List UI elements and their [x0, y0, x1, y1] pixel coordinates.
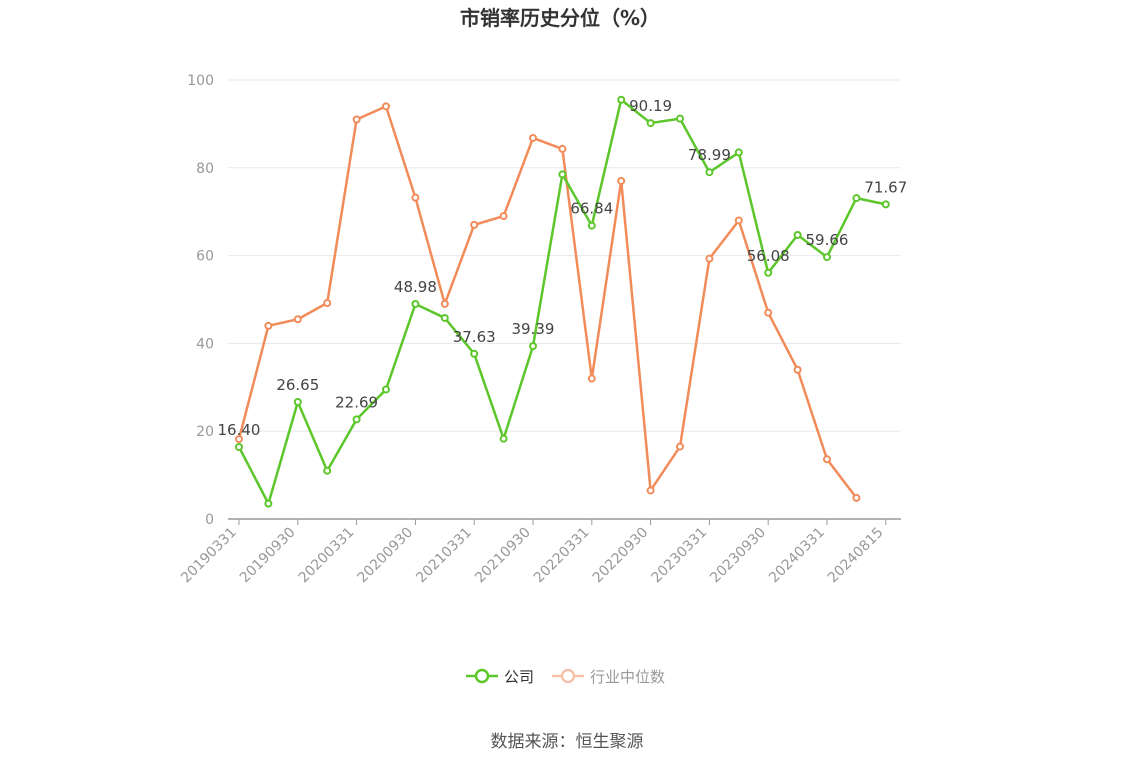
data-point	[852, 493, 861, 502]
x-axis: 2019033120190930202003312020093020210331…	[178, 518, 901, 587]
y-tick-label: 100	[187, 73, 214, 89]
data-point	[499, 212, 508, 221]
y-tick-label: 0	[205, 512, 214, 528]
x-tick-label: 20210930	[472, 525, 534, 587]
data-point	[793, 230, 802, 239]
data-point	[823, 455, 831, 464]
data-label: 16.40	[218, 421, 261, 439]
data-point	[764, 268, 773, 277]
y-axis-ticks: 0 20 40 60 80 100	[187, 73, 214, 528]
data-point	[881, 200, 890, 209]
series-layer	[235, 95, 890, 508]
data-point	[235, 435, 243, 444]
data-point	[852, 194, 861, 203]
data-point	[529, 342, 537, 351]
data-point	[676, 114, 684, 123]
x-tick-label: 20240815	[825, 525, 887, 587]
x-tick-label: 20220930	[590, 525, 652, 587]
x-tick-label: 20200331	[296, 525, 358, 587]
data-label: 48.98	[394, 278, 437, 296]
data-label: 37.63	[453, 328, 496, 346]
data-point	[705, 168, 714, 177]
data-label: 66.84	[570, 200, 613, 218]
legend-swatch-marker	[474, 668, 490, 684]
data-label: 59.66	[806, 231, 849, 249]
data-point	[646, 486, 655, 495]
data-point	[411, 193, 420, 202]
data-point	[617, 176, 626, 185]
data-point	[587, 374, 596, 383]
data-point	[734, 148, 743, 157]
data-point	[705, 254, 714, 263]
data-label: 26.65	[276, 376, 319, 394]
data-point	[617, 95, 626, 104]
data-point	[264, 499, 273, 508]
data-point	[352, 415, 361, 424]
data-point	[264, 321, 273, 330]
x-tick-label: 20240331	[766, 525, 828, 587]
y-tick-label: 80	[196, 161, 214, 177]
legend-label: 行业中位数	[590, 668, 665, 686]
data-point	[646, 119, 655, 128]
source-note: 数据来源：恒生聚源	[491, 732, 644, 752]
x-tick-label: 20230331	[649, 525, 711, 587]
legend-label: 公司	[504, 668, 534, 686]
data-label: 39.39	[512, 320, 555, 338]
data-point	[411, 299, 420, 308]
series-line-industry-median	[237, 105, 858, 499]
data-point	[470, 349, 479, 358]
data-label: 90.19	[629, 97, 672, 115]
x-tick-label: 20190331	[178, 525, 240, 587]
data-point	[823, 253, 831, 262]
data-point	[293, 398, 302, 407]
legend-swatch-marker	[560, 668, 576, 684]
data-point	[558, 170, 567, 179]
y-tick-label: 20	[196, 424, 214, 440]
data-point	[587, 221, 596, 230]
legend: 公司 行业中位数	[466, 668, 665, 686]
data-label: 78.99	[688, 146, 731, 164]
data-labels: 16.40 26.65 22.69 48.98 37.63 39.39 66.84 90.19…	[218, 97, 908, 439]
data-label: 22.69	[335, 393, 378, 411]
y-tick-label: 40	[196, 336, 214, 352]
data-point	[440, 299, 449, 308]
chart-title: 市销率历史分位（%）	[460, 6, 660, 30]
data-point	[293, 315, 302, 324]
data-point	[499, 434, 508, 443]
x-tick-label: 20230930	[707, 525, 769, 587]
x-tick-label: 20220331	[531, 525, 593, 587]
data-point	[352, 115, 361, 124]
data-point	[734, 216, 743, 225]
data-point	[323, 466, 332, 475]
data-point	[235, 443, 243, 452]
x-tick-label: 20210331	[413, 525, 475, 587]
x-tick-label: 20200930	[355, 525, 417, 587]
grid-lines	[228, 79, 901, 432]
series-line-company	[237, 98, 887, 505]
data-point	[558, 144, 567, 153]
data-point	[323, 299, 332, 308]
x-tick-label: 20190930	[237, 525, 299, 587]
data-point	[382, 385, 390, 394]
data-point	[529, 133, 537, 142]
data-point	[764, 308, 773, 317]
data-point	[676, 442, 684, 451]
data-point	[470, 220, 479, 229]
data-point	[793, 365, 802, 374]
data-label: 71.67	[864, 178, 907, 196]
data-point	[382, 102, 390, 111]
data-point	[440, 313, 449, 322]
y-tick-label: 60	[196, 249, 214, 265]
data-label: 56.08	[747, 247, 790, 265]
